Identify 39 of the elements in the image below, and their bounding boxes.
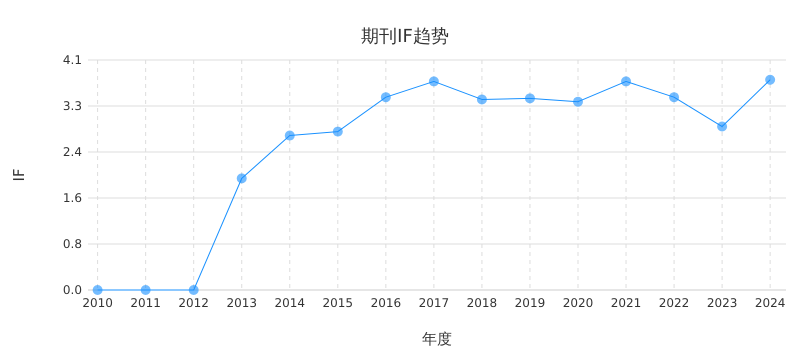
x-tick-label: 2013 — [226, 296, 257, 310]
point — [621, 76, 632, 86]
x-tick-label: 2019 — [514, 296, 546, 310]
x-tick-label: 2021 — [610, 296, 642, 310]
point — [188, 285, 199, 295]
point — [332, 126, 343, 137]
x-tick-label: 2024 — [754, 296, 786, 310]
point — [236, 173, 247, 184]
x-tick-label: 2023 — [706, 296, 738, 310]
point — [669, 92, 680, 102]
point — [284, 130, 295, 141]
y-tick-label: 0.0 — [62, 283, 82, 297]
point — [428, 76, 439, 86]
x-tick-label: 2012 — [178, 296, 209, 310]
point — [380, 92, 391, 102]
x-tick-label: 2020 — [562, 296, 594, 310]
y-tick-label: 0.8 — [62, 237, 82, 251]
point — [765, 74, 776, 85]
y-tick-label: 1.6 — [62, 191, 82, 205]
x-tick-label: 2017 — [418, 296, 450, 310]
point — [140, 285, 151, 295]
x-tick-label: 2010 — [82, 296, 113, 310]
y-tick-label: 4.1 — [62, 53, 82, 67]
y-tick-label: 3.3 — [62, 99, 82, 113]
x-tick-label: 2011 — [130, 296, 161, 310]
x-tick-label: 2014 — [274, 296, 306, 310]
point — [717, 122, 728, 132]
x-tick-label: 2016 — [370, 296, 402, 310]
x-axis-title: 年度 — [422, 330, 452, 348]
point — [572, 96, 583, 107]
x-tick-label: 2015 — [322, 296, 354, 310]
chart-title: 期刊IF趋势 — [361, 26, 449, 47]
x-tick-label: 2018 — [466, 296, 498, 310]
point — [476, 94, 487, 104]
y-axis-title: IF — [10, 168, 28, 182]
point — [524, 93, 535, 104]
x-tick-label: 2022 — [658, 296, 690, 310]
point — [92, 285, 103, 295]
y-tick-label: 2.4 — [62, 145, 82, 159]
